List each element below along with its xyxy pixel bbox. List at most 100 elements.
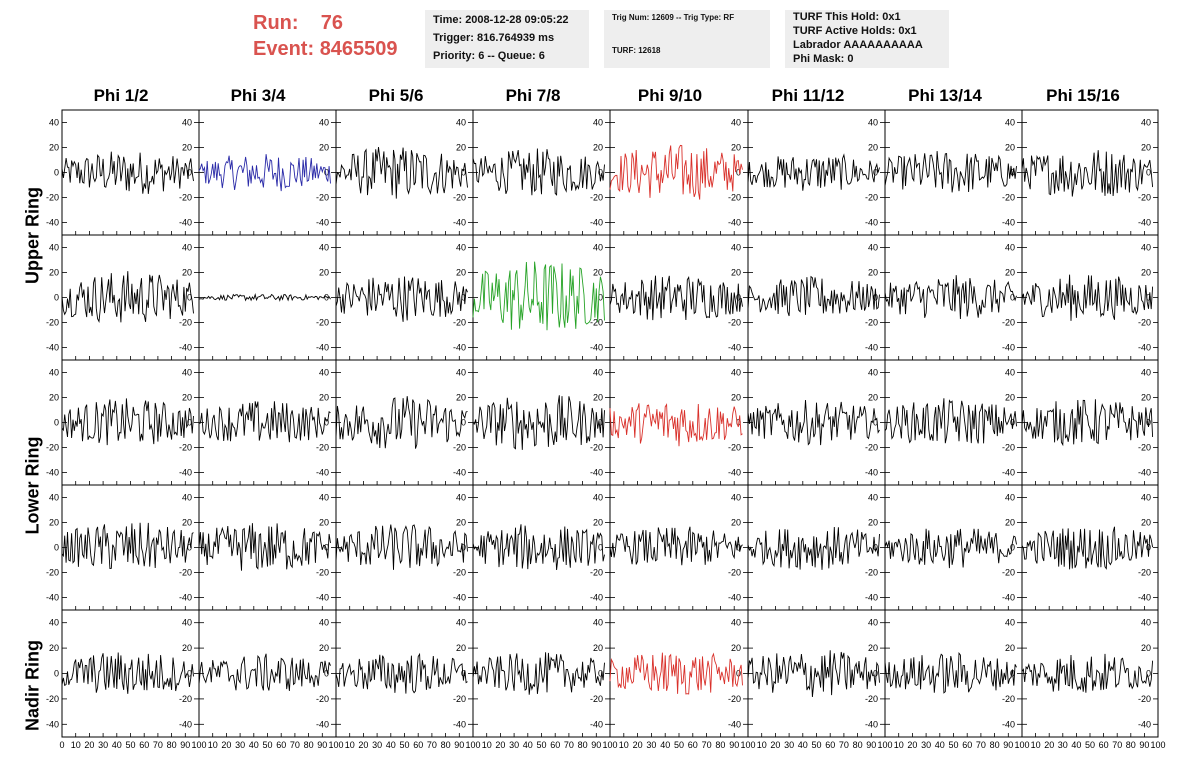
y-tick-label: 20 xyxy=(49,268,59,278)
waveform-series xyxy=(198,154,331,192)
waveform-series xyxy=(335,524,468,570)
y-tick-label: 40 xyxy=(49,368,59,378)
column-header-phi-9-10: Phi 9/10 xyxy=(637,86,703,105)
waveform-series xyxy=(747,526,880,570)
y-tick-label: 0 xyxy=(598,669,603,679)
y-tick-label: 0 xyxy=(54,293,59,303)
x-tick-label: 10 xyxy=(894,740,904,750)
y-tick-label: 0 xyxy=(1010,168,1015,178)
y-tick-label: -40 xyxy=(590,218,603,228)
y-tick-label: 40 xyxy=(731,243,741,253)
y-tick-label: 40 xyxy=(731,493,741,503)
y-tick-label: 40 xyxy=(868,618,878,628)
waveform-series xyxy=(198,653,331,691)
x-tick-label: 20 xyxy=(221,740,231,750)
y-tick-label: -20 xyxy=(453,193,466,203)
y-tick-label: 20 xyxy=(1005,268,1015,278)
y-tick-label: 20 xyxy=(593,268,603,278)
y-tick-label: 20 xyxy=(1005,393,1015,403)
x-tick-label: 70 xyxy=(564,740,574,750)
y-tick-label: -40 xyxy=(316,468,329,478)
y-tick-label: 40 xyxy=(49,618,59,628)
y-tick-label: -40 xyxy=(46,218,59,228)
waveform-series xyxy=(1021,526,1154,570)
x-tick-label: 60 xyxy=(825,740,835,750)
y-tick-label: -20 xyxy=(46,694,59,704)
y-tick-label: 40 xyxy=(319,243,329,253)
y-tick-label: 20 xyxy=(593,643,603,653)
waveform-series xyxy=(61,652,194,694)
x-tick-label: 100 xyxy=(877,740,892,750)
y-tick-label: -20 xyxy=(1002,694,1015,704)
y-tick-label: 20 xyxy=(1141,143,1151,153)
x-tick-label: 90 xyxy=(1003,740,1013,750)
panel-frame xyxy=(335,484,474,611)
y-tick-label: -40 xyxy=(46,593,59,603)
labrador-line: Labrador AAAAAAAAAA xyxy=(793,39,923,51)
waveform-series xyxy=(335,652,468,694)
y-tick-label: 40 xyxy=(868,368,878,378)
y-tick-label: -40 xyxy=(316,343,329,353)
y-tick-label: 40 xyxy=(182,368,192,378)
y-tick-label: 20 xyxy=(731,393,741,403)
x-tick-label: 50 xyxy=(1085,740,1095,750)
y-tick-label: 40 xyxy=(319,118,329,128)
y-tick-label: 20 xyxy=(319,393,329,403)
x-tick-label: 80 xyxy=(167,740,177,750)
y-tick-label: -40 xyxy=(1002,468,1015,478)
y-tick-label: 0 xyxy=(598,418,603,428)
y-tick-label: 40 xyxy=(731,368,741,378)
run-label-text: Run: xyxy=(253,12,299,34)
y-tick-label: -40 xyxy=(1138,719,1151,729)
y-tick-label: -40 xyxy=(728,719,741,729)
y-tick-label: 0 xyxy=(461,168,466,178)
y-tick-label: 20 xyxy=(1005,518,1015,528)
y-tick-label: -20 xyxy=(453,443,466,453)
y-tick-label: 0 xyxy=(1010,293,1015,303)
x-tick-label: 30 xyxy=(921,740,931,750)
y-tick-label: 20 xyxy=(731,143,741,153)
waveform-series xyxy=(335,146,468,199)
x-tick-label: 50 xyxy=(399,740,409,750)
y-tick-label: 40 xyxy=(49,118,59,128)
y-tick-label: 0 xyxy=(461,669,466,679)
waveform-series xyxy=(61,522,194,570)
y-tick-label: -20 xyxy=(865,568,878,578)
y-tick-label: 20 xyxy=(1141,268,1151,278)
y-tick-label: -20 xyxy=(590,193,603,203)
y-tick-label: -20 xyxy=(1138,193,1151,203)
y-tick-label: 40 xyxy=(593,368,603,378)
y-tick-label: 20 xyxy=(731,518,741,528)
y-tick-label: -20 xyxy=(453,318,466,328)
y-tick-label: 0 xyxy=(187,543,192,553)
y-tick-label: 20 xyxy=(1141,643,1151,653)
y-tick-label: 0 xyxy=(873,293,878,303)
y-tick-label: -40 xyxy=(179,468,192,478)
x-tick-label: 10 xyxy=(71,740,81,750)
y-tick-label: 40 xyxy=(1005,368,1015,378)
y-tick-label: -40 xyxy=(865,343,878,353)
trig-num-line: Trig Num: 12609 -- Trig Type: RF xyxy=(612,13,735,22)
y-tick-label: 40 xyxy=(182,618,192,628)
y-tick-label: 40 xyxy=(731,118,741,128)
x-tick-label: 30 xyxy=(372,740,382,750)
y-tick-label: 40 xyxy=(182,493,192,503)
y-tick-label: -40 xyxy=(1138,343,1151,353)
x-tick-label: 40 xyxy=(660,740,670,750)
y-tick-label: -20 xyxy=(316,193,329,203)
x-tick-label: 90 xyxy=(729,740,739,750)
y-tick-label: 0 xyxy=(54,418,59,428)
waveform-series xyxy=(335,396,468,449)
x-tick-label: 70 xyxy=(290,740,300,750)
y-tick-label: 0 xyxy=(324,168,329,178)
y-tick-label: 0 xyxy=(461,543,466,553)
panel-frame xyxy=(609,109,749,236)
x-tick-label: 10 xyxy=(482,740,492,750)
x-tick-label: 80 xyxy=(1126,740,1136,750)
y-tick-label: 0 xyxy=(736,293,741,303)
waveform-series xyxy=(747,275,880,317)
y-tick-label: -20 xyxy=(46,443,59,453)
x-tick-label: 80 xyxy=(441,740,451,750)
x-tick-label: 80 xyxy=(853,740,863,750)
y-tick-label: 40 xyxy=(1141,118,1151,128)
